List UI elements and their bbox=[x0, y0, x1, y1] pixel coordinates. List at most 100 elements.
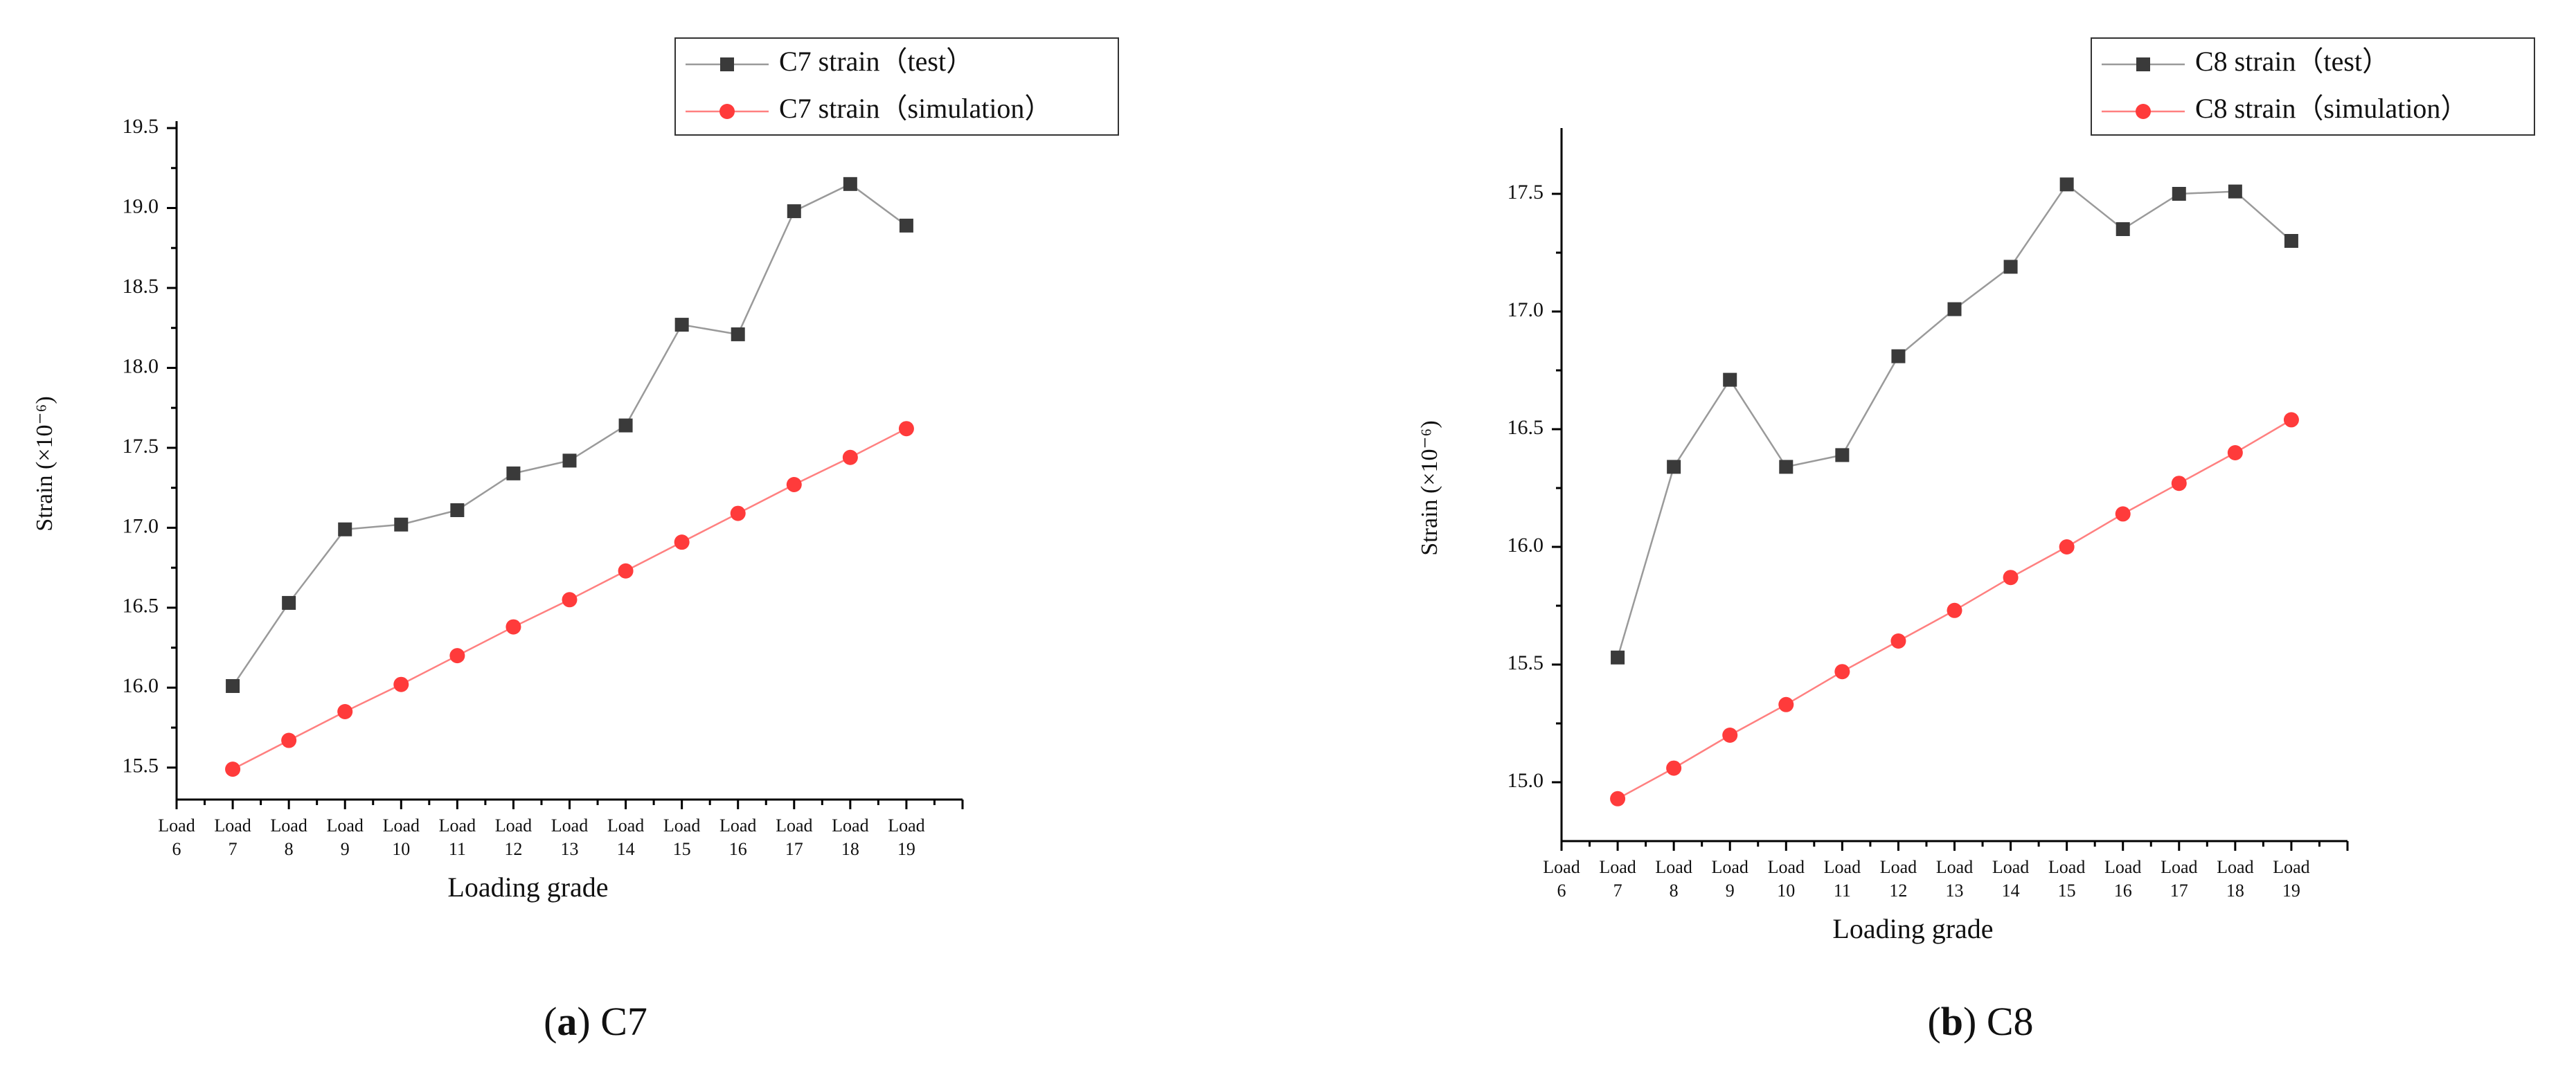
legend-label: C7 strain（simulation） bbox=[779, 93, 1052, 124]
x-tick-label-word: Load bbox=[776, 815, 812, 836]
data-point-simulation bbox=[1610, 791, 1626, 806]
x-tick-label-number: 19 bbox=[897, 839, 915, 859]
x-tick-label-word: Load bbox=[2273, 857, 2309, 877]
x-tick-label-word: Load bbox=[551, 815, 588, 836]
data-point-simulation bbox=[2115, 506, 2131, 522]
data-point-test bbox=[2284, 234, 2298, 248]
data-point-test bbox=[506, 466, 521, 480]
data-point-simulation bbox=[449, 648, 465, 664]
x-tick-label-word: Load bbox=[2161, 857, 2197, 877]
x-tick-label-number: 8 bbox=[1670, 881, 1679, 901]
x-tick-label-number: 17 bbox=[785, 839, 803, 859]
x-tick-label-word: Load bbox=[663, 815, 700, 836]
x-tick-label-word: Load bbox=[1655, 857, 1692, 877]
y-tick-label: 15.5 bbox=[123, 755, 159, 777]
data-point-test bbox=[1779, 460, 1794, 474]
x-tick-label-number: 18 bbox=[2226, 881, 2244, 901]
data-point-simulation bbox=[1834, 664, 1850, 680]
data-point-test bbox=[1891, 349, 1906, 363]
x-tick-label-word: Load bbox=[719, 815, 756, 836]
chart-c8: 15.0 15.5 16.0 16.5 17.0 17.5 Load 6 Load 7 Load 8 L… bbox=[1417, 37, 2535, 944]
series-line-test bbox=[232, 183, 907, 687]
x-tick-label-number: 9 bbox=[341, 839, 350, 859]
x-tick-label-word: Load bbox=[888, 815, 924, 836]
x-tick-label-word: Load bbox=[1936, 857, 1973, 877]
caption-a: (a) C7 bbox=[544, 999, 647, 1044]
data-point-simulation bbox=[842, 449, 858, 465]
data-point-test bbox=[2059, 177, 2074, 192]
y-tick-label: 15.5 bbox=[1508, 651, 1544, 674]
data-point-simulation bbox=[2171, 476, 2187, 492]
caption-b-letter: b bbox=[1941, 999, 1963, 1044]
data-point-simulation bbox=[2283, 412, 2299, 428]
x-tick-label-number: 13 bbox=[561, 839, 579, 859]
x-tick-label-word: Load bbox=[2217, 857, 2253, 877]
x-tick-label-number: 11 bbox=[1834, 881, 1851, 901]
x-tick-label-number: 6 bbox=[172, 839, 181, 859]
x-tick-label-number: 17 bbox=[2170, 881, 2188, 901]
x-tick-label-word: Load bbox=[270, 815, 307, 836]
data-point-test bbox=[1723, 372, 1737, 387]
x-tick-label-number: 12 bbox=[1889, 881, 1907, 901]
chart-c7: 15.5 16.0 16.5 17.0 17.5 18.0 18.5 19.0 19.5 Load… bbox=[32, 37, 1119, 903]
series-line-test bbox=[1616, 183, 2292, 658]
data-point-test bbox=[674, 318, 689, 332]
y-tick-label: 17.5 bbox=[123, 435, 159, 458]
data-point-simulation bbox=[393, 676, 409, 692]
data-point-test bbox=[2003, 260, 2018, 274]
data-point-simulation bbox=[225, 761, 241, 777]
x-tick-label-word: Load bbox=[1712, 857, 1748, 877]
legend-label: C7 strain（test） bbox=[779, 46, 974, 77]
x-tick-label-word: Load bbox=[2104, 857, 2141, 877]
y-tick-label: 18.0 bbox=[123, 354, 159, 377]
y-tick-label: 16.0 bbox=[1508, 534, 1544, 557]
x-tick-label-word: Load bbox=[495, 815, 532, 836]
data-point-test bbox=[562, 453, 577, 468]
x-tick-label-number: 15 bbox=[673, 839, 691, 859]
x-tick-label-word: Load bbox=[2048, 857, 2085, 877]
data-point-test bbox=[787, 204, 801, 219]
data-point-test bbox=[338, 522, 352, 536]
x-tick-label-word: Load bbox=[1543, 857, 1580, 877]
x-tick-label-word: Load bbox=[607, 815, 644, 836]
y-tick-label: 16.5 bbox=[123, 595, 159, 617]
data-point-test bbox=[843, 177, 857, 191]
data-point-test bbox=[2228, 184, 2242, 199]
y-tick-label: 19.5 bbox=[123, 115, 159, 138]
x-tick-label-number: 15 bbox=[2058, 881, 2076, 901]
x-tick-label-number: 19 bbox=[2282, 881, 2300, 901]
data-point-simulation bbox=[786, 477, 802, 493]
x-tick-label-word: Load bbox=[158, 815, 195, 836]
data-point-test bbox=[899, 218, 913, 233]
x-tick-label-number: 16 bbox=[729, 839, 747, 859]
x-tick-label-number: 10 bbox=[392, 839, 410, 859]
data-point-test bbox=[282, 595, 296, 610]
x-tick-label-word: Load bbox=[832, 815, 868, 836]
data-point-simulation bbox=[2003, 570, 2019, 586]
x-tick-label-word: Load bbox=[1599, 857, 1636, 877]
caption-a-letter: a bbox=[557, 999, 577, 1044]
data-point-test bbox=[2172, 187, 2186, 201]
data-point-test bbox=[1947, 302, 1962, 316]
x-tick-label-number: 18 bbox=[841, 839, 859, 859]
x-tick-label-word: Load bbox=[214, 815, 251, 836]
data-point-test bbox=[1611, 650, 1625, 665]
data-point-test bbox=[226, 679, 240, 694]
x-tick-label-number: 6 bbox=[1557, 881, 1566, 901]
y-tick-label: 17.0 bbox=[123, 514, 159, 537]
x-tick-label-number: 7 bbox=[229, 839, 238, 859]
data-point-simulation bbox=[2059, 539, 2075, 554]
x-tick-label-word: Load bbox=[1880, 857, 1917, 877]
data-point-simulation bbox=[1666, 760, 1682, 776]
x-tick-label-number: 11 bbox=[449, 839, 466, 859]
data-point-test bbox=[450, 503, 465, 517]
y-tick-label: 17.5 bbox=[1508, 181, 1544, 204]
caption-b-name: C8 bbox=[1987, 999, 2034, 1044]
x-tick-label-number: 7 bbox=[1613, 881, 1622, 901]
y-tick-label: 16.5 bbox=[1508, 416, 1544, 439]
x-tick-label-word: Load bbox=[1992, 857, 2029, 877]
x-tick-label-word: Load bbox=[1768, 857, 1805, 877]
y-tick-label: 18.5 bbox=[123, 275, 159, 298]
data-point-simulation bbox=[562, 592, 578, 608]
data-point-simulation bbox=[1778, 696, 1794, 712]
